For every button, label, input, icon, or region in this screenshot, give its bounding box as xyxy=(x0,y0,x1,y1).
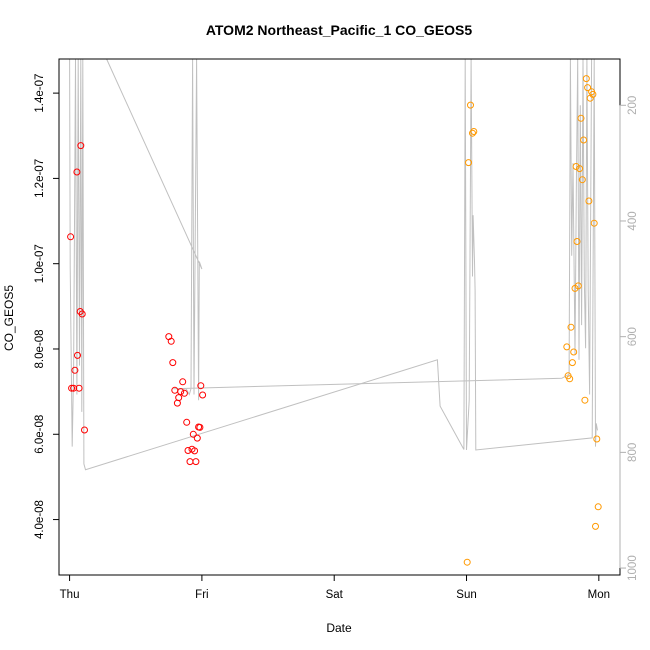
x-axis: Thu Fri Sat Sun Mon xyxy=(60,574,610,601)
y-tick-label: 1.2e-07 xyxy=(34,159,46,198)
series-2-point xyxy=(573,238,581,245)
series-1-point xyxy=(169,359,177,367)
series-2-point xyxy=(580,136,588,144)
series-1-point xyxy=(167,337,175,345)
series-1-point xyxy=(78,310,86,318)
series-1-point xyxy=(74,351,81,359)
y-axis-label: CO_GEOS5 xyxy=(2,285,16,351)
x-tick-label: Sun xyxy=(456,589,476,601)
series-1-point xyxy=(75,384,83,392)
y-tick-label: 6.0e-08 xyxy=(34,415,46,454)
series-2-point xyxy=(592,522,599,530)
series-2-point xyxy=(576,165,584,173)
pressure-line-2 xyxy=(106,58,593,401)
series-2-point xyxy=(594,503,602,511)
y2-tick-label: 600 xyxy=(627,327,639,346)
series-2-point xyxy=(585,197,593,205)
y-axis-right: 200 400 600 800 1000 xyxy=(619,96,639,581)
x-tick-label: Thu xyxy=(60,589,80,601)
series-2-point xyxy=(584,84,592,92)
series-1-point xyxy=(196,423,204,431)
y2-tick-label: 1000 xyxy=(627,555,639,581)
series-1-point xyxy=(180,389,188,397)
y2-tick-label: 400 xyxy=(627,211,639,230)
series-2-point xyxy=(572,163,580,170)
series-2-point xyxy=(566,375,574,383)
series-2-point xyxy=(582,75,590,83)
series-2-point xyxy=(467,101,474,109)
series-1-point xyxy=(183,418,191,426)
series-2-point xyxy=(581,396,589,404)
series-1-point xyxy=(179,378,187,386)
x-tick-label: Mon xyxy=(588,589,610,601)
x-tick-label: Fri xyxy=(195,589,208,601)
chart-title: ATOM2 Northeast_Pacific_1 CO_GEOS5 xyxy=(206,22,473,38)
y-tick-label: 8.0e-08 xyxy=(34,329,46,368)
data-points-layer xyxy=(67,75,602,566)
y-tick-label: 4.0e-08 xyxy=(34,500,46,539)
y2-tick-label: 200 xyxy=(627,96,639,115)
pressure-line-layer xyxy=(69,58,598,471)
series-2-point xyxy=(578,176,586,184)
y2-tick-label: 800 xyxy=(627,443,639,462)
x-axis-label: Date xyxy=(326,621,352,635)
series-1-point xyxy=(177,388,185,396)
series-2-point xyxy=(593,435,601,443)
x-tick-label: Sat xyxy=(326,589,344,601)
series-1-point xyxy=(71,366,79,374)
series-2-point xyxy=(568,359,576,367)
series-1-point xyxy=(77,142,85,150)
series-2-point xyxy=(577,114,585,122)
series-2-point xyxy=(590,219,598,227)
series-2-point xyxy=(589,90,597,98)
series-1-point xyxy=(193,434,201,442)
series-1-point xyxy=(184,447,192,454)
plot-frame xyxy=(58,58,621,576)
series-2-point xyxy=(574,282,582,290)
y-axis-left: 4.0e-08 6.0e-08 8.0e-08 1.0e-07 1.2e-07 1.4e-… xyxy=(34,74,60,539)
series-1-point xyxy=(175,394,183,402)
series-1-point xyxy=(189,430,197,438)
series-1-point xyxy=(199,391,207,399)
series-2-point xyxy=(463,558,471,566)
series-2-point xyxy=(469,129,476,137)
series-2-point xyxy=(567,323,575,331)
series-1-point xyxy=(191,447,199,455)
series-2-point xyxy=(465,159,472,167)
series-1-point xyxy=(81,426,88,434)
y-tick-label: 1.4e-07 xyxy=(34,74,46,113)
series-1-point xyxy=(197,382,205,390)
series-2-point xyxy=(563,343,571,351)
pressure-line-1 xyxy=(69,58,598,471)
series-1-point xyxy=(68,384,76,392)
series-1-point xyxy=(192,458,200,466)
series-2-point xyxy=(470,128,478,135)
series-1-point xyxy=(73,168,81,176)
y-tick-label: 1.0e-07 xyxy=(34,244,46,283)
series-1-point xyxy=(186,458,194,466)
series-2-point xyxy=(570,348,578,356)
series-1-point xyxy=(67,233,75,241)
